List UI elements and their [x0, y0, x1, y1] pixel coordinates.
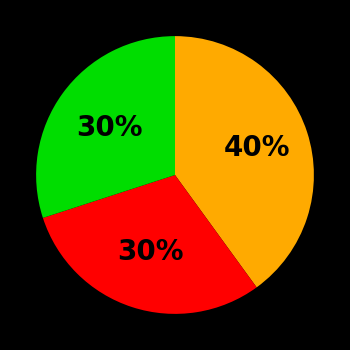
Text: 30%: 30% [77, 114, 143, 142]
Wedge shape [175, 36, 314, 287]
Text: 30%: 30% [117, 238, 183, 266]
Wedge shape [36, 36, 175, 218]
Text: 40%: 40% [224, 134, 290, 162]
Wedge shape [43, 175, 257, 314]
